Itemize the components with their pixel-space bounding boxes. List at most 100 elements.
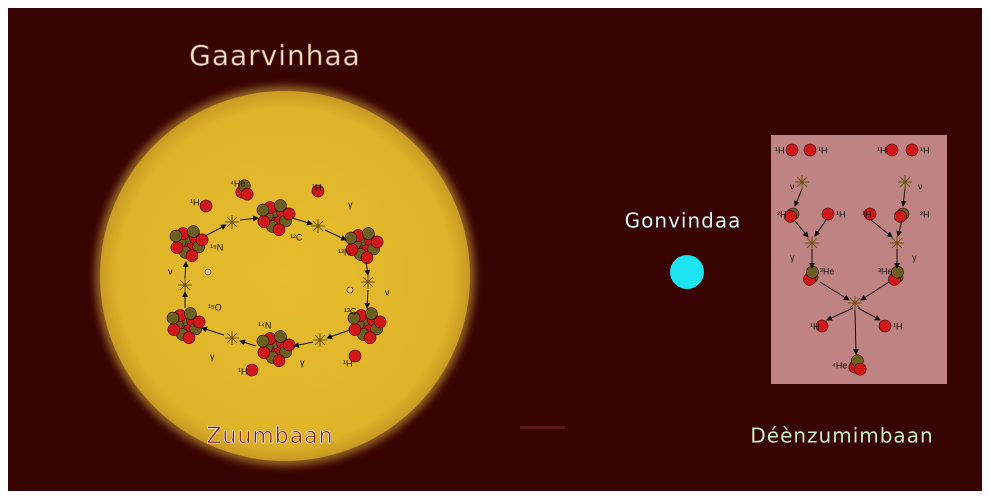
right-title: Déènzumimbaan <box>750 424 933 448</box>
particle <box>184 307 197 320</box>
arrow <box>239 339 257 347</box>
cno-label: ν <box>168 266 173 276</box>
particle <box>347 311 361 325</box>
pp-label: ν <box>790 181 795 191</box>
arrow <box>182 261 189 279</box>
star-title: Zuumbaan <box>206 424 333 449</box>
particle <box>784 210 797 223</box>
arrow <box>326 329 351 340</box>
particle <box>169 229 183 243</box>
particle <box>365 307 378 320</box>
particle <box>863 207 877 221</box>
pp-label: ¹H <box>877 145 887 155</box>
reaction-star <box>312 220 324 232</box>
particle <box>166 311 180 325</box>
cno-label: ¹⁴N <box>258 320 271 330</box>
cno-label: ¹H <box>343 358 353 368</box>
cyan-dot <box>670 255 704 289</box>
particle <box>885 143 899 157</box>
particle <box>373 315 387 329</box>
pp-label: ⁴He <box>832 360 847 370</box>
reaction-star <box>314 334 326 346</box>
arrow <box>860 281 890 301</box>
pp-label: ²H <box>777 209 787 219</box>
arrow <box>819 281 850 301</box>
arrow <box>900 188 907 207</box>
particle <box>256 334 270 348</box>
particle <box>346 286 354 294</box>
arrow <box>364 289 371 309</box>
pp-label: ¹H <box>775 145 785 155</box>
particle <box>257 215 271 228</box>
cno-label: ¹²C <box>290 232 303 242</box>
reaction-star <box>899 176 911 188</box>
particle <box>853 362 867 376</box>
particle <box>256 203 270 217</box>
particle <box>199 199 213 213</box>
particle <box>370 235 384 249</box>
particle <box>894 210 907 223</box>
particle <box>348 323 362 336</box>
reaction-star <box>849 297 861 309</box>
cno-label: ¹³C <box>344 306 357 316</box>
sun <box>100 91 470 461</box>
cno-label: ¹H <box>312 182 322 192</box>
reaction-star <box>796 176 808 188</box>
cno-label: ¹³N <box>338 247 351 257</box>
cno-label: γ <box>210 351 215 361</box>
particle <box>362 227 375 240</box>
middle-title: Gonvindaa <box>625 209 742 233</box>
pp-label: ²H <box>920 209 930 219</box>
arrow <box>291 217 313 226</box>
reaction-star <box>362 276 374 288</box>
reaction-star <box>226 216 238 228</box>
particle <box>204 268 212 276</box>
top-title: Gaarvinhaa <box>189 39 361 72</box>
particle <box>274 199 287 212</box>
pp-label: ν <box>918 181 923 191</box>
arrow <box>826 307 854 321</box>
arrow <box>857 307 881 321</box>
particle <box>360 251 374 264</box>
arrow <box>814 219 827 237</box>
particle <box>282 338 296 352</box>
pp-label: ³He <box>820 266 835 276</box>
arrow <box>324 229 347 241</box>
arrow <box>794 188 803 207</box>
pp-panel <box>771 135 947 384</box>
pp-label: ¹H <box>893 321 903 331</box>
streak <box>520 426 565 429</box>
cno-label: γ <box>348 199 353 209</box>
particle <box>272 223 286 236</box>
reaction-star <box>806 237 818 249</box>
pp-label: ¹H <box>836 209 846 219</box>
particle <box>170 241 184 254</box>
cno-label: γ <box>300 357 305 367</box>
pp-label: ¹H <box>862 209 872 219</box>
particle <box>257 346 271 359</box>
arrow <box>201 326 225 336</box>
arrow <box>293 341 314 348</box>
cno-label: ¹⁵N <box>210 242 223 252</box>
particle <box>167 323 181 336</box>
particle <box>274 330 287 343</box>
particle <box>785 143 799 157</box>
reaction-star <box>891 237 903 249</box>
arrow <box>896 219 903 237</box>
particle <box>815 319 829 333</box>
particle <box>344 231 358 245</box>
particle <box>182 331 196 344</box>
arrow <box>204 224 227 237</box>
reaction-star <box>179 279 191 291</box>
particle <box>272 354 286 367</box>
arrow <box>794 220 809 238</box>
particle <box>187 225 200 238</box>
particle <box>185 249 199 262</box>
particle <box>240 187 254 201</box>
cno-label: ¹⁵O <box>208 302 222 312</box>
pp-label: γ <box>790 252 795 262</box>
arrow <box>870 219 893 238</box>
particle <box>282 207 296 221</box>
pp-label: ¹H <box>810 321 820 331</box>
